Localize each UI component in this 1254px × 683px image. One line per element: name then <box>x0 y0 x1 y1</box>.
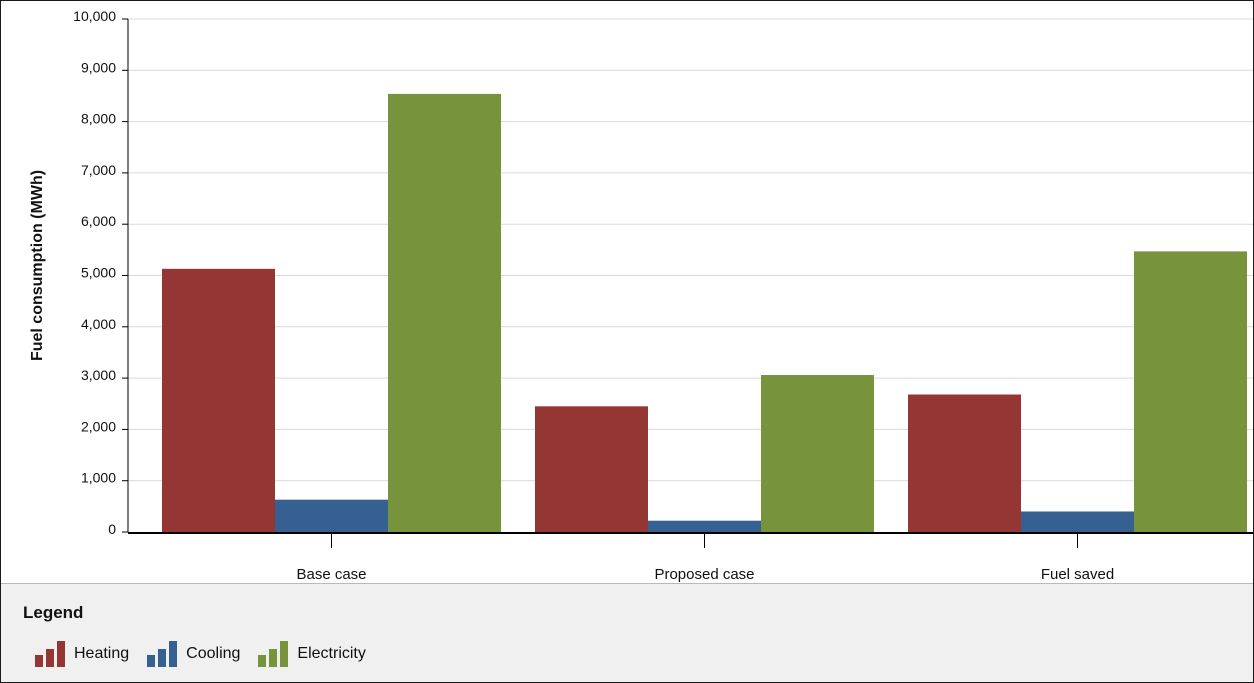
bar-cooling <box>648 520 761 532</box>
x-tick-label: Base case <box>296 566 366 583</box>
icon-bar <box>258 655 267 667</box>
y-tick-label: 1,000 <box>81 470 116 486</box>
y-tick-label: 7,000 <box>81 162 116 178</box>
y-tick-label: 5,000 <box>81 265 116 281</box>
bar-cooling <box>1021 511 1134 532</box>
legend-panel: Legend Heating Cooling Electricity <box>1 583 1253 682</box>
legend-item-electricity: Electricity <box>257 641 366 667</box>
bar-heating <box>162 268 275 532</box>
y-tick-label: 6,000 <box>81 213 116 229</box>
y-tick-label: 0 <box>108 521 116 537</box>
bar-cooling <box>275 499 388 532</box>
icon-bar <box>169 641 178 667</box>
icon-bar <box>158 649 167 667</box>
icon-bar <box>35 655 43 667</box>
icon-bar <box>147 655 156 667</box>
bar-heating <box>535 406 648 532</box>
y-tick-label: 3,000 <box>81 367 116 383</box>
axis-labels: 0 1,000 2,000 3,000 4,000 5,000 6,000 7,000 8,00… <box>29 8 1114 583</box>
legend-item-cooling: Cooling <box>146 641 240 667</box>
icon-bar <box>57 641 65 667</box>
icon-bar <box>269 649 278 667</box>
legend-label: Heating <box>74 645 130 662</box>
axes <box>122 18 1253 548</box>
icon-bar <box>46 649 54 667</box>
bar-chart-icon <box>258 641 289 667</box>
chart-area: 0 1,000 2,000 3,000 4,000 5,000 6,000 7,000 8,00… <box>1 1 1253 583</box>
bar-electricity <box>761 375 874 532</box>
bar-electricity <box>1134 251 1247 533</box>
legend-label: Electricity <box>297 645 366 662</box>
bar-chart: 0 1,000 2,000 3,000 4,000 5,000 6,000 7,000 8,00… <box>29 8 1253 583</box>
y-axis-title: Fuel consumption (MWh) <box>29 170 46 361</box>
icon-bar <box>280 641 289 667</box>
legend-title: Legend <box>23 603 84 622</box>
bar-electricity <box>388 93 501 532</box>
y-tick-label: 9,000 <box>81 59 116 75</box>
legend-label: Cooling <box>186 645 241 662</box>
bar-chart-icon <box>147 641 178 667</box>
bars <box>162 93 1247 533</box>
legend-items: Heating Cooling Electricity <box>34 641 383 667</box>
gridlines <box>128 18 1253 482</box>
x-tick-label: Fuel saved <box>1041 566 1114 583</box>
legend-item-heating: Heating <box>34 641 129 667</box>
y-tick-label: 2,000 <box>81 418 116 434</box>
x-tick-label: Proposed case <box>654 566 754 583</box>
y-tick-label: 10,000 <box>73 8 116 24</box>
y-tick-label: 4,000 <box>81 316 116 332</box>
bar-chart-icon <box>35 641 65 667</box>
bar-heating <box>908 394 1021 532</box>
y-tick-label: 8,000 <box>81 111 116 127</box>
